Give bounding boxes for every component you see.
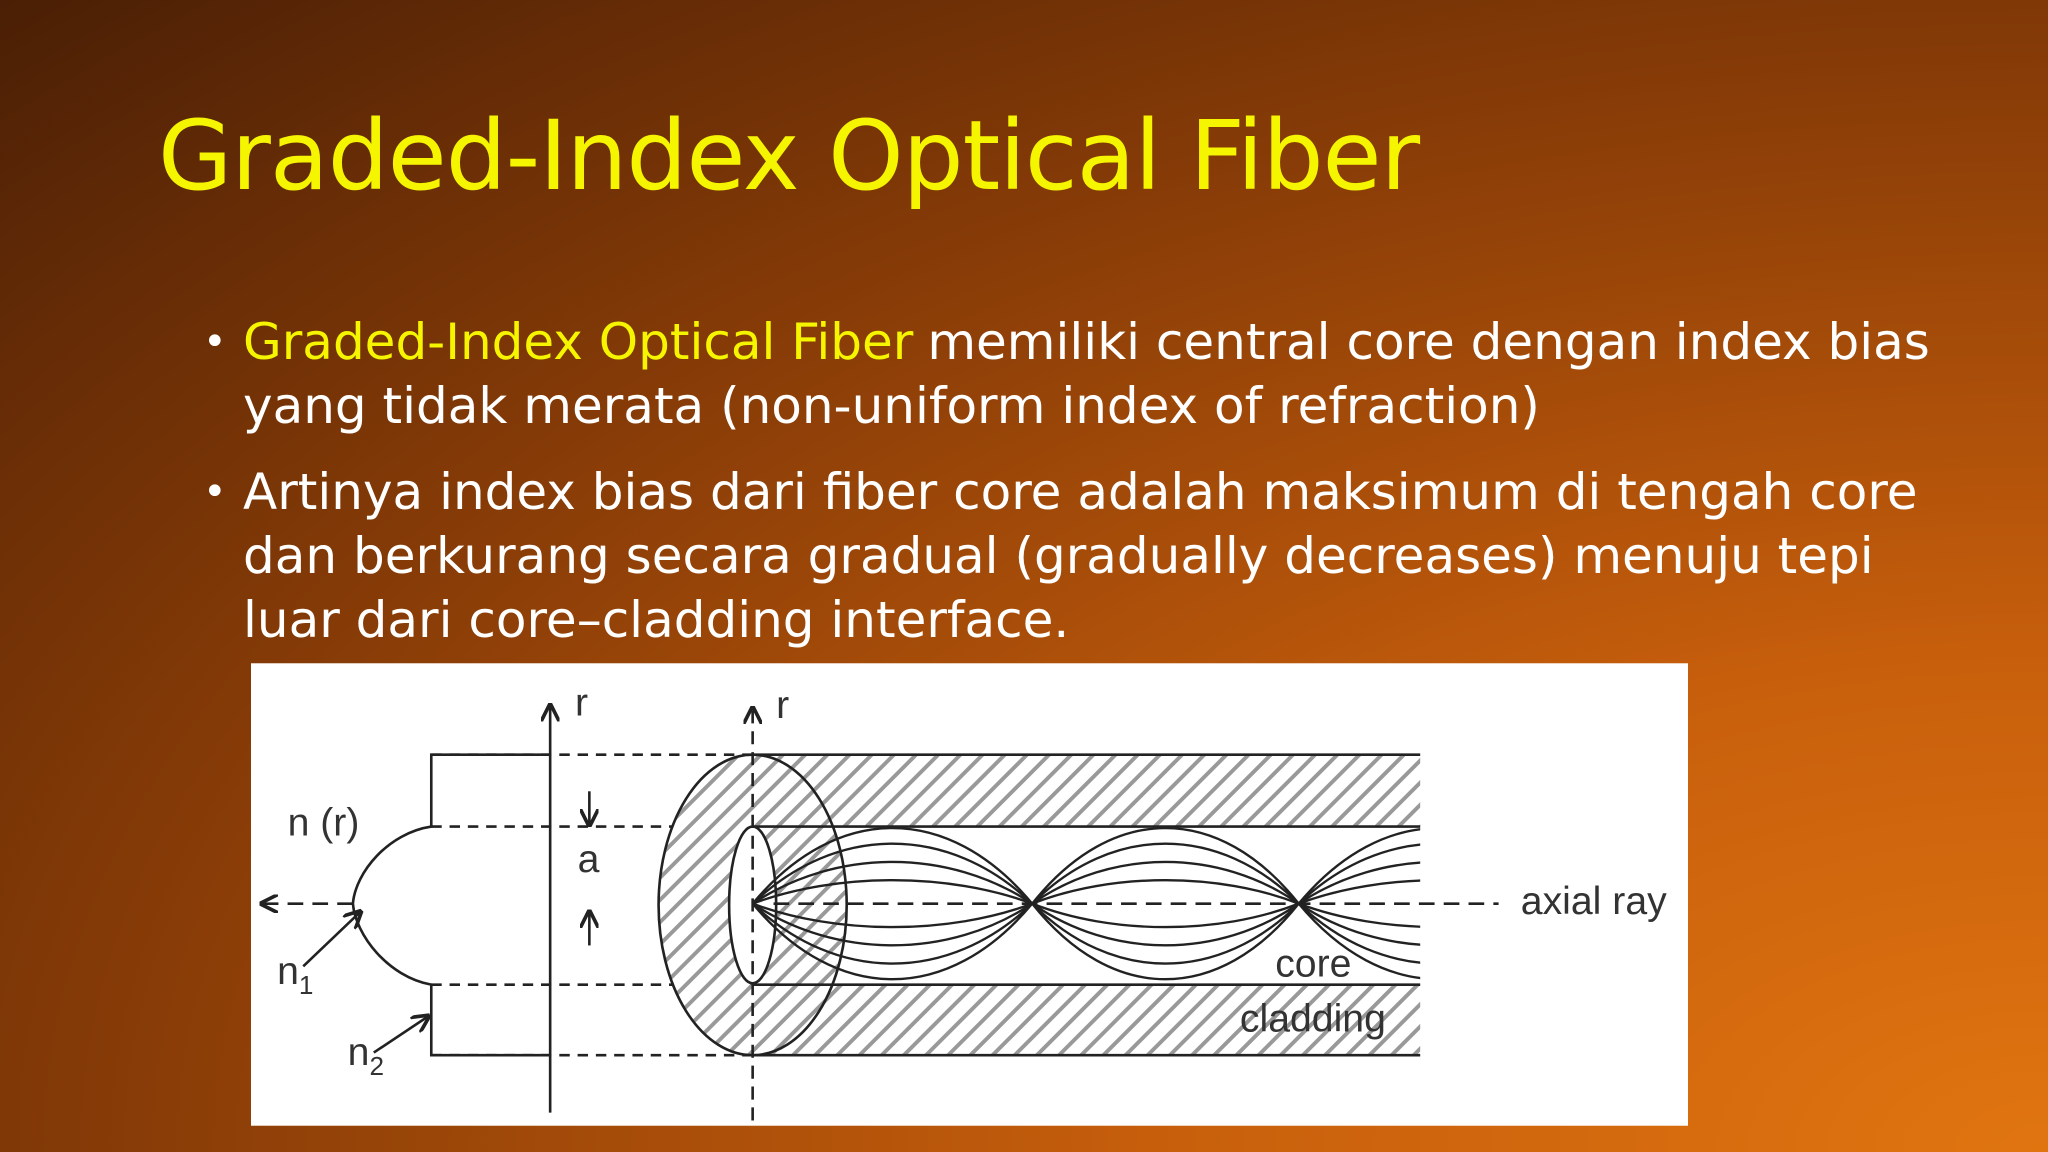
- ray: [752, 860, 1421, 947]
- label-axial-ray: axial ray: [1521, 880, 1667, 923]
- ray: [752, 860, 1421, 947]
- label-n1-sub: 1: [299, 970, 314, 1000]
- fiber: [657, 708, 1499, 1121]
- ray: [752, 826, 1421, 981]
- label-n2: n2: [348, 1032, 384, 1082]
- ray: [752, 879, 1421, 929]
- label-a: a: [578, 838, 600, 881]
- label-n1-base: n: [277, 951, 299, 994]
- profile: [261, 705, 753, 1113]
- bullet: Artinya index bias dari fiber core adala…: [203, 460, 1943, 652]
- ray: [752, 842, 1421, 965]
- fiber-diagram: r r n (r) a n1 n2 axial ray core claddin…: [251, 663, 1688, 1126]
- ray: [752, 842, 1421, 965]
- label-n1: n1: [277, 951, 313, 1001]
- slide-title: Graded-Index Optical Fiber: [158, 100, 1420, 212]
- bullet-text: Artinya index bias dari fiber core adala…: [243, 463, 1918, 649]
- label-n2-sub: 2: [369, 1051, 384, 1081]
- label-cladding: cladding: [1240, 998, 1386, 1041]
- label-r: r: [776, 684, 789, 727]
- label-core: core: [1275, 943, 1351, 986]
- label-r: r: [575, 681, 588, 724]
- label-n-r: n (r): [288, 802, 360, 845]
- label-n2-base: n: [348, 1032, 370, 1075]
- ray: [752, 879, 1421, 929]
- bullet-highlight: Graded-Index Optical Fiber: [243, 313, 914, 371]
- ray: [752, 826, 1421, 981]
- bullet-text: memiliki central core dengan index bias …: [243, 313, 1930, 435]
